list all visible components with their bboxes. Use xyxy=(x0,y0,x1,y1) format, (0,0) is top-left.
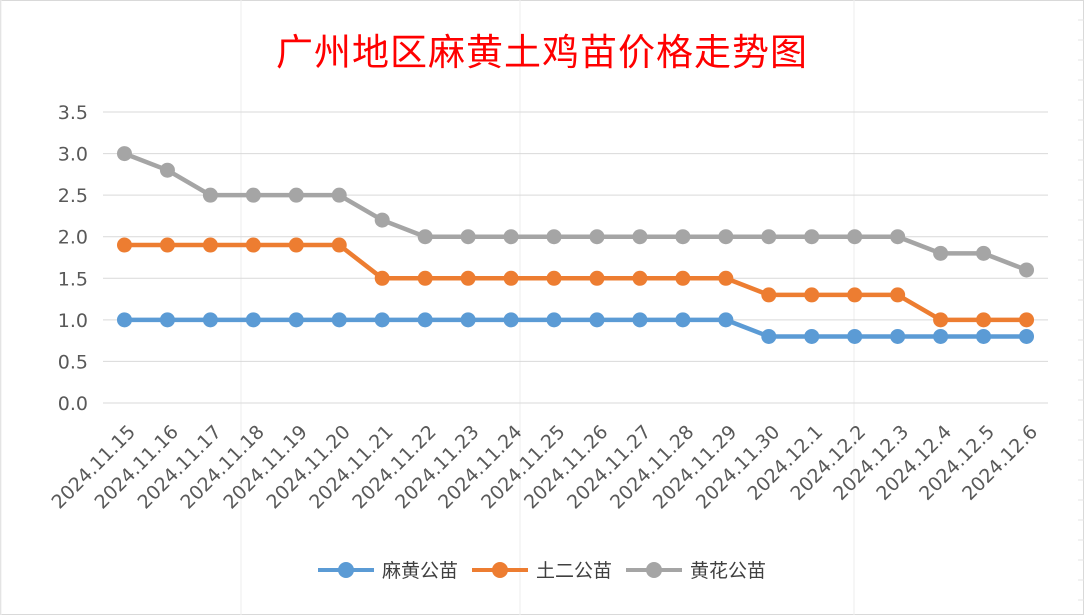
data-point xyxy=(632,312,648,328)
data-point xyxy=(116,146,132,162)
data-point xyxy=(804,287,820,303)
y-tick-label: 0.5 xyxy=(58,351,88,373)
data-point xyxy=(503,270,519,286)
data-point xyxy=(202,237,218,253)
data-point xyxy=(675,229,691,245)
series-lines xyxy=(116,146,1035,344)
data-point xyxy=(159,237,175,253)
data-point xyxy=(331,312,347,328)
y-axis-ticks: 0.0 0.5 1.0 1.5 2.0 2.5 3.0 3.5 xyxy=(58,102,88,415)
data-point xyxy=(417,229,433,245)
data-point xyxy=(546,270,562,286)
legend-label: 黄花公苗 xyxy=(690,560,767,582)
y-tick-label: 1.0 xyxy=(58,310,88,332)
data-point xyxy=(1019,262,1035,278)
data-point xyxy=(546,312,562,328)
series xyxy=(116,146,1035,278)
data-point xyxy=(804,229,820,245)
data-point xyxy=(245,312,261,328)
series-line xyxy=(124,242,1027,323)
data-point xyxy=(159,162,175,178)
data-point xyxy=(374,270,390,286)
data-point xyxy=(288,237,304,253)
data-point xyxy=(589,229,605,245)
data-point xyxy=(159,312,175,328)
data-point xyxy=(202,187,218,203)
data-point xyxy=(718,270,734,286)
chart-title: 广州地区麻黄土鸡苗价格走势图 xyxy=(276,31,808,74)
series xyxy=(116,312,1035,344)
y-tick-label: 2.5 xyxy=(58,185,88,207)
data-point xyxy=(589,312,605,328)
data-point xyxy=(632,270,648,286)
y-tick-label: 3.5 xyxy=(58,102,88,124)
data-point xyxy=(374,212,390,228)
legend-item: 土二公苗 xyxy=(471,556,612,583)
y-tick-label: 0.0 xyxy=(58,393,88,415)
legend-swatch xyxy=(626,561,682,579)
legend-item: 麻黄公苗 xyxy=(317,556,458,583)
data-point xyxy=(374,312,390,328)
data-point xyxy=(761,229,777,245)
y-tick-label: 3.0 xyxy=(58,144,88,166)
data-point xyxy=(460,312,476,328)
series-line xyxy=(123,151,1028,273)
y-tick-label: 2.0 xyxy=(58,227,88,249)
legend-swatch xyxy=(471,561,528,579)
legend: 麻黄公苗 土二公苗 黄花公苗 xyxy=(0,556,1084,583)
data-point xyxy=(1019,312,1035,328)
data-point xyxy=(847,229,863,245)
data-point xyxy=(503,312,519,328)
y-tick-label: 1.5 xyxy=(58,268,88,290)
data-point xyxy=(288,312,304,328)
data-point xyxy=(417,312,433,328)
data-point xyxy=(675,270,691,286)
data-point xyxy=(976,245,992,261)
data-point xyxy=(890,229,906,245)
series xyxy=(116,237,1035,328)
data-point xyxy=(976,328,992,344)
data-point xyxy=(933,312,949,328)
series-line xyxy=(124,317,1027,339)
data-point xyxy=(933,328,949,344)
legend-label: 土二公苗 xyxy=(535,560,612,582)
data-point xyxy=(718,229,734,245)
data-point xyxy=(288,187,304,203)
data-point xyxy=(890,328,906,344)
legend-swatch xyxy=(317,561,374,579)
data-point xyxy=(804,328,820,344)
data-point xyxy=(417,270,433,286)
data-point xyxy=(890,287,906,303)
data-point xyxy=(761,328,777,344)
data-point xyxy=(632,229,648,245)
data-point xyxy=(847,328,863,344)
data-point xyxy=(546,229,562,245)
legend-item: 黄花公苗 xyxy=(626,556,766,583)
data-point xyxy=(847,287,863,303)
data-point xyxy=(245,237,261,253)
data-point xyxy=(589,270,605,286)
legend-label: 麻黄公苗 xyxy=(381,560,458,582)
data-point xyxy=(675,312,691,328)
data-point xyxy=(1019,328,1035,344)
data-point xyxy=(116,237,132,253)
data-point xyxy=(933,245,949,261)
data-point xyxy=(116,312,132,328)
data-point xyxy=(460,270,476,286)
data-point xyxy=(331,187,347,203)
data-point xyxy=(718,312,734,328)
data-point xyxy=(976,312,992,328)
data-point xyxy=(202,312,218,328)
data-point xyxy=(460,229,476,245)
data-point xyxy=(503,229,519,245)
data-point xyxy=(331,237,347,253)
gridlines xyxy=(103,111,1048,404)
x-axis-ticks: 2024.11.152024.11.162024.11.172024.11.18… xyxy=(48,421,1043,513)
data-point xyxy=(245,187,261,203)
data-point xyxy=(761,287,777,303)
